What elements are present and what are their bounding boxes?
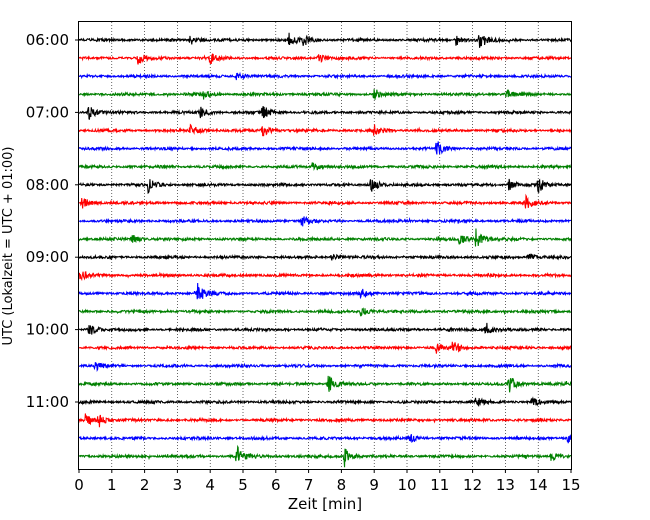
y-tick-label: 10:00: [26, 321, 69, 339]
trace-row: [78, 253, 572, 261]
trace-row: [78, 89, 572, 100]
trace-row: [78, 341, 572, 354]
x-tick-label: 7: [304, 476, 314, 494]
trace-rows: [78, 32, 572, 468]
trace-row: [78, 375, 572, 393]
trace-row: [78, 52, 572, 65]
trace-row: [78, 162, 572, 171]
y-axis-label: UTC (Lokalzeit = UTC + 01:00): [1, 147, 16, 346]
trace-row: [78, 322, 572, 335]
x-tick-label: 11: [430, 476, 449, 494]
trace-row: [78, 141, 572, 155]
trace-row: [78, 362, 572, 373]
trace-row: [78, 307, 572, 318]
trace-row: [78, 32, 572, 48]
y-tick-label: 09:00: [26, 248, 69, 266]
x-tick-label: 9: [369, 476, 379, 494]
x-tick-label: 10: [397, 476, 416, 494]
x-tick-label: 2: [140, 476, 150, 494]
x-axis: 0 1 2 3 4 5 6 7 8 9 10 11 12 13 14 15: [74, 469, 581, 494]
trace-row: [78, 433, 572, 444]
y-axis: 06:00 07:00 08:00 09:00 10:00 11:00: [26, 31, 79, 411]
x-tick-label: 14: [529, 476, 548, 494]
trace-row: [78, 413, 572, 428]
x-tick-label: 12: [463, 476, 482, 494]
trace-row: [78, 444, 571, 468]
y-tick-label: 06:00: [26, 31, 69, 49]
trace-row: [78, 106, 572, 120]
trace-row: [78, 228, 572, 247]
y-tick-label: 08:00: [26, 176, 69, 194]
x-axis-label: Zeit [min]: [288, 495, 362, 513]
x-tick-label: 1: [107, 476, 117, 494]
x-tick-label: 15: [561, 476, 580, 494]
trace-row: [78, 283, 572, 300]
trace-row: [78, 178, 572, 195]
grid-lines: [111, 22, 539, 469]
y-tick-label: 07:00: [26, 103, 69, 121]
trace-row: [78, 396, 572, 407]
plot-frame: [78, 21, 572, 470]
x-tick-label: 4: [205, 476, 215, 494]
x-tick-label: 6: [271, 476, 281, 494]
trace-row: [78, 123, 572, 137]
trace-row: [78, 215, 572, 227]
y-tick-label: 11:00: [26, 393, 69, 411]
x-tick-label: 5: [238, 476, 248, 494]
x-tick-label: 13: [496, 476, 515, 494]
trace-row: [78, 71, 572, 81]
trace-row: [78, 193, 572, 209]
x-tick-label: 8: [337, 476, 347, 494]
trace-row: [78, 271, 572, 282]
x-tick-label: 0: [74, 476, 84, 494]
x-tick-label: 3: [173, 476, 183, 494]
